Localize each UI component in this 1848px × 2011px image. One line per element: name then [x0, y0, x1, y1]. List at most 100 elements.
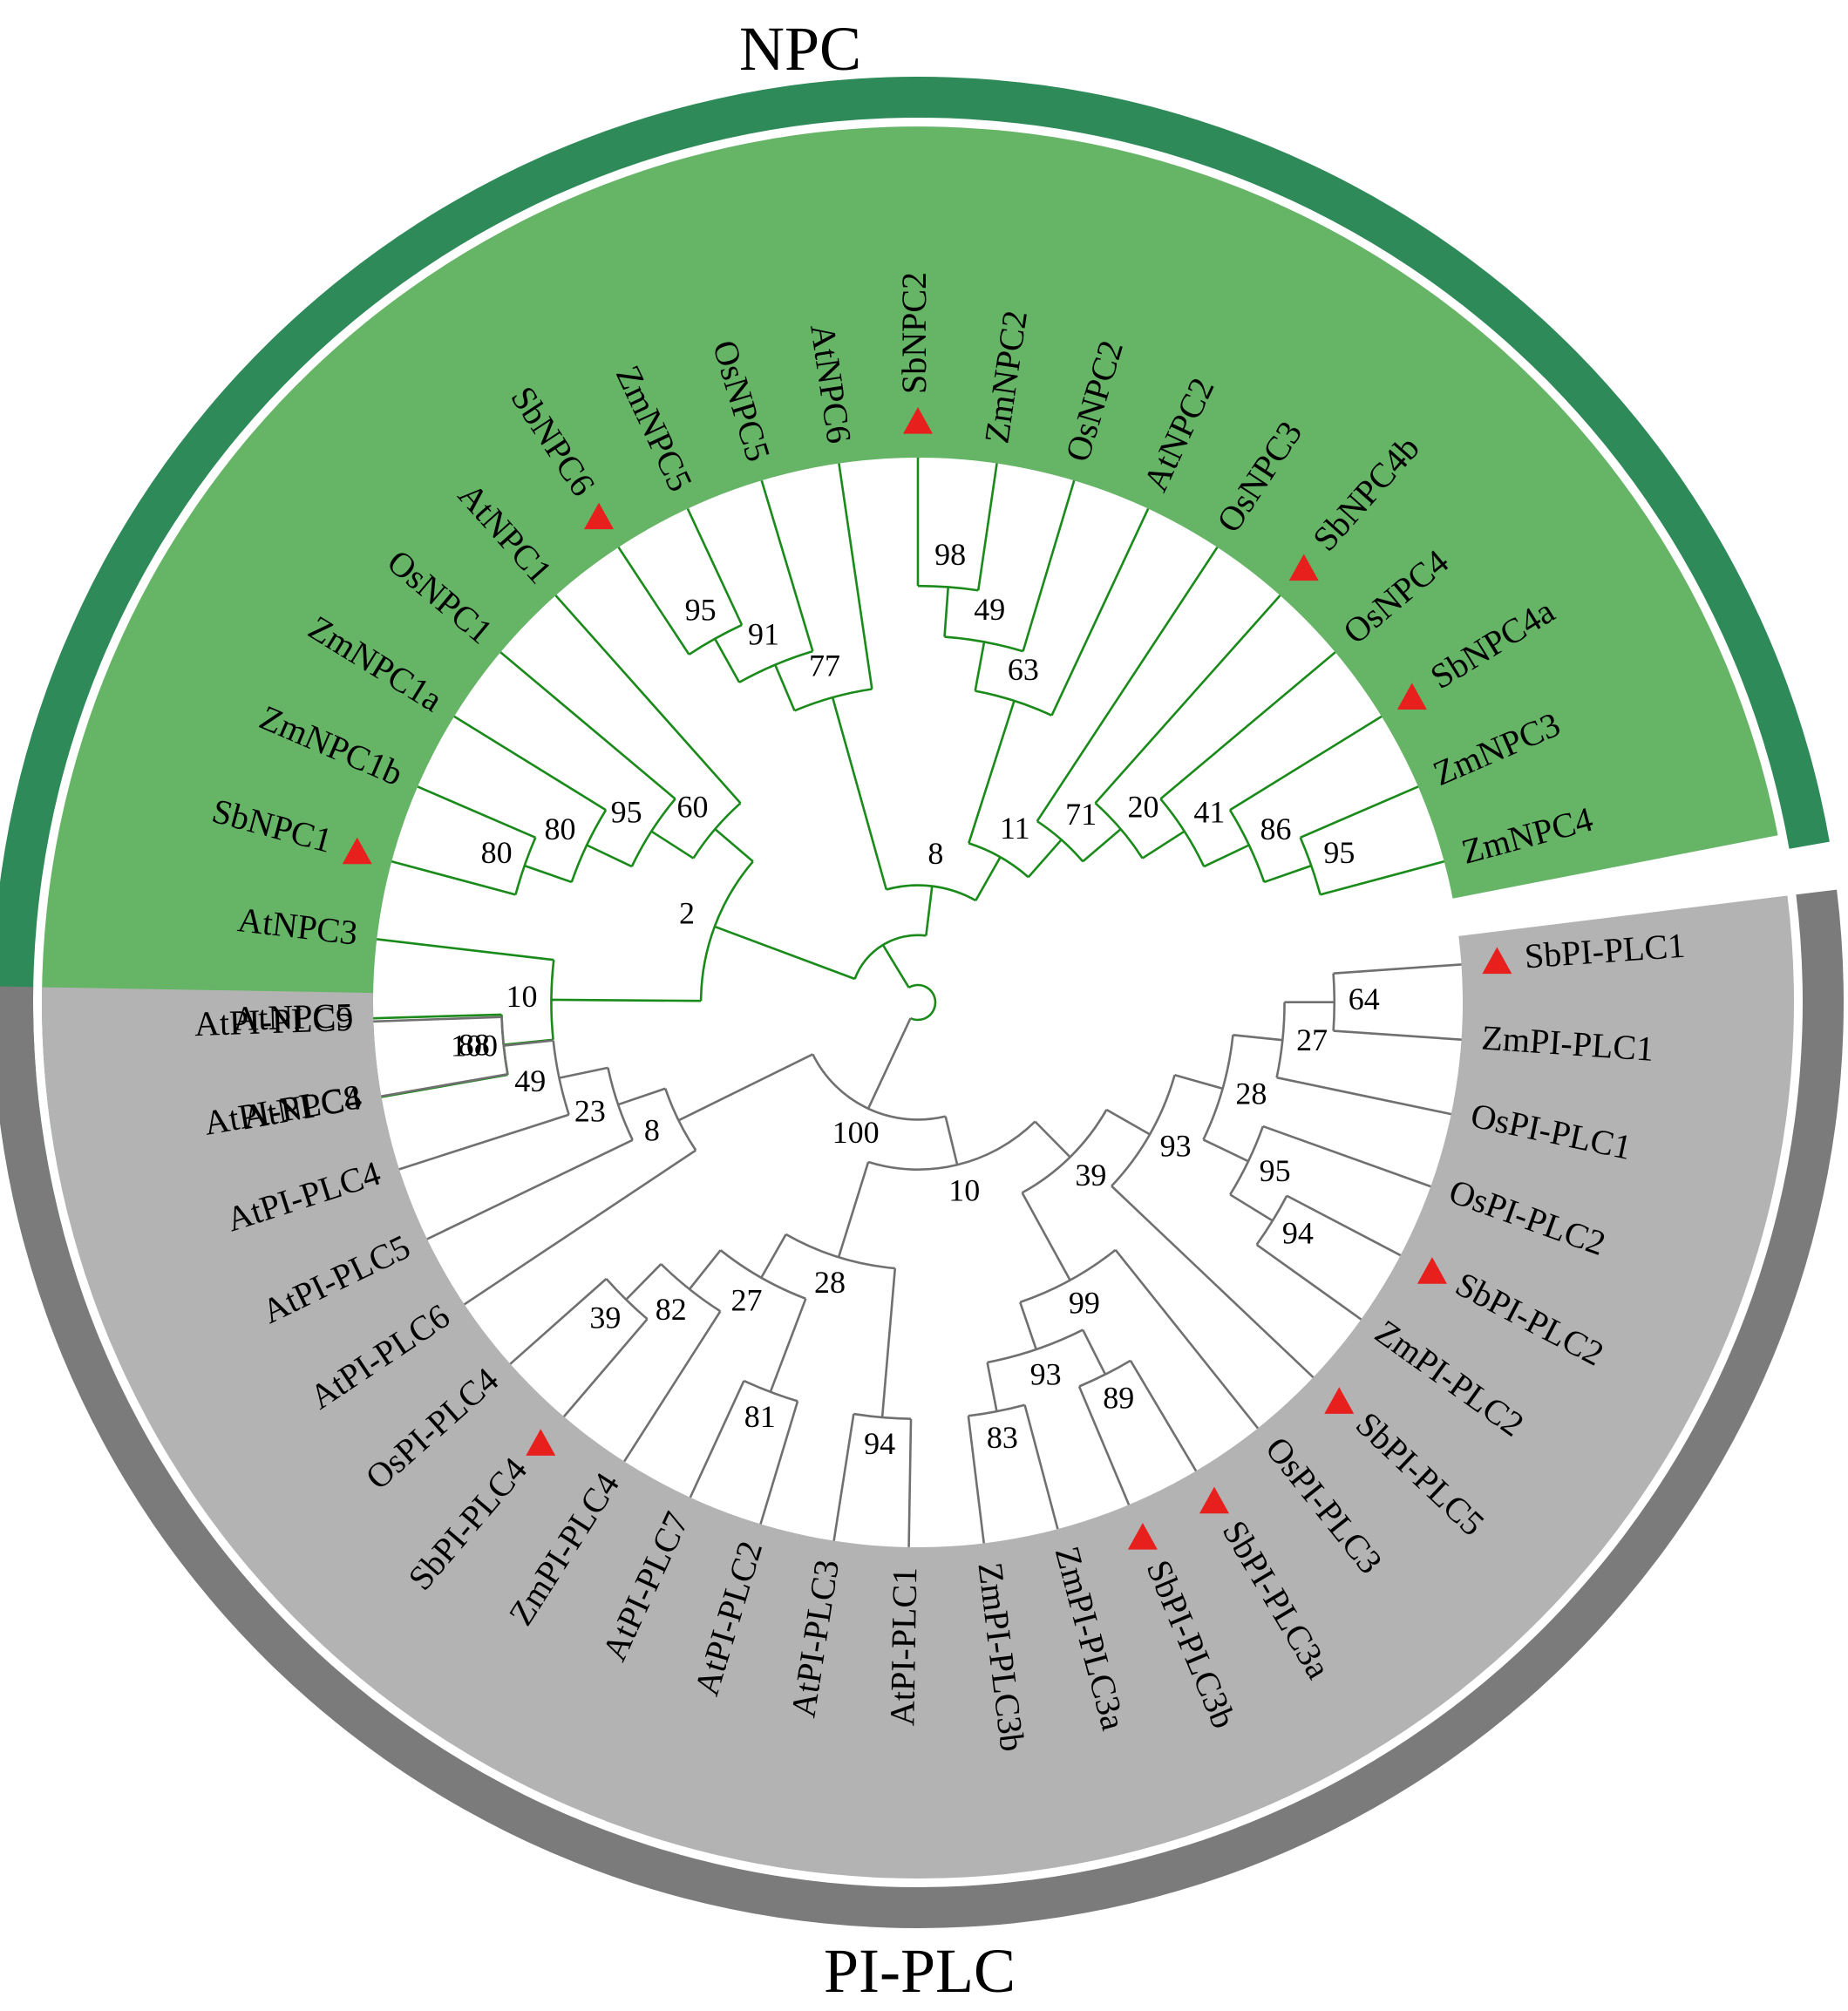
branch-line [715, 639, 739, 683]
bootstrap-value: 93 [1030, 1357, 1062, 1392]
branch-line [1264, 866, 1311, 882]
bootstrap-value: 80 [544, 812, 575, 846]
bootstrap-value: 91 [748, 617, 779, 652]
branch-line [1025, 1405, 1058, 1529]
branch-line [775, 665, 794, 711]
branch-line [1233, 1035, 1282, 1040]
bootstrap-value: 41 [1193, 795, 1225, 830]
branch-line [926, 887, 932, 936]
branch-line [1116, 1250, 1258, 1428]
branch-line [1334, 964, 1462, 973]
branch-line [500, 652, 675, 798]
branch-line [427, 1140, 633, 1240]
bootstrap-value: 11 [1000, 811, 1030, 846]
branch-line [587, 846, 632, 867]
branch-line [1029, 839, 1062, 877]
branch-line [1096, 595, 1281, 803]
branch-line [978, 464, 996, 591]
branch-line [975, 642, 984, 690]
bootstrap-value: 64 [1349, 982, 1380, 1016]
branch-line [1035, 1122, 1070, 1158]
bootstrap-value: 28 [814, 1265, 846, 1300]
branch-arc [1301, 838, 1321, 895]
branch-arc [909, 985, 935, 1020]
branch-line [1175, 1075, 1223, 1089]
bootstrap-value: 82 [656, 1292, 687, 1327]
bootstrap-value: 60 [676, 789, 708, 824]
branch-line [975, 857, 1000, 900]
branch-line [1052, 509, 1149, 716]
branch-line [381, 1074, 507, 1096]
bootstrap-value: 94 [1282, 1215, 1314, 1250]
bootstrap-value: 27 [1296, 1022, 1328, 1057]
branch-line [1037, 547, 1218, 821]
bootstrap-value: 28 [1235, 1076, 1267, 1111]
branch-line [1277, 1077, 1451, 1114]
branch-line [1143, 832, 1185, 859]
branch-line [839, 464, 872, 690]
branch-line [454, 717, 606, 810]
branch-line [525, 866, 572, 882]
bootstrap-value: 20 [1128, 789, 1159, 824]
bootstrap-value: 49 [974, 592, 1005, 627]
leaf-label: SbNPC2 [894, 272, 934, 394]
branch-line [1023, 1192, 1070, 1280]
branch-line [619, 547, 690, 655]
branch-line [1230, 717, 1382, 810]
branch-line [1131, 1361, 1196, 1471]
bootstrap-value: 8 [644, 1113, 660, 1148]
branch-line [771, 1299, 806, 1392]
branch-line [690, 1250, 721, 1289]
branch-line [839, 1162, 868, 1257]
bootstrap-value: 86 [1260, 812, 1292, 846]
branch-line [946, 1117, 957, 1165]
branch-line [618, 1089, 665, 1104]
bootstrap-value: 63 [1008, 652, 1039, 687]
branch-line [883, 945, 909, 988]
bootstrap-value: 94 [864, 1426, 895, 1461]
branch-line [988, 1362, 997, 1411]
branch-line [1023, 480, 1075, 651]
bootstrap-value: 83 [987, 1420, 1018, 1455]
branch-line [715, 927, 855, 979]
branch-line [1020, 1302, 1036, 1349]
branch-line [1257, 1245, 1362, 1320]
bootstrap-value: 10 [948, 1173, 980, 1208]
bootstrap-value: 23 [574, 1093, 606, 1128]
branch-line [832, 697, 887, 889]
branch-line [1106, 1110, 1150, 1134]
bootstrap-value: 100 [832, 1115, 880, 1150]
bootstrap-value: 93 [1160, 1128, 1192, 1163]
bootstrap-value: 71 [1065, 797, 1097, 832]
branch-line [882, 1268, 895, 1417]
branch-line [909, 1419, 911, 1547]
branch-line [834, 1414, 854, 1540]
bootstrap-value: 39 [1075, 1158, 1106, 1192]
bootstrap-value: 89 [1103, 1380, 1134, 1415]
branch-line [1334, 1031, 1462, 1040]
piplc-clade-title: PI-PLC [824, 1936, 1016, 2006]
branch-line [465, 1151, 696, 1305]
bootstrap-value: 100 [451, 1028, 498, 1063]
branch-line [377, 939, 554, 960]
bootstrap-value: 2 [679, 895, 695, 930]
branch-arc [516, 838, 536, 895]
branch-line [678, 1054, 812, 1120]
branch-line [418, 786, 535, 837]
bootstrap-value: 80 [481, 835, 513, 870]
branch-line [690, 1381, 744, 1498]
branch-line [399, 1115, 569, 1170]
bootstrap-value: 49 [514, 1063, 546, 1098]
branch-line [651, 832, 693, 859]
npc-clade-title: NPC [739, 14, 861, 84]
bootstrap-value: 39 [589, 1300, 621, 1335]
bootstrap-value: 95 [611, 795, 642, 830]
bootstrap-value: 8 [927, 836, 943, 871]
bootstrap-value: 95 [1323, 835, 1355, 870]
branch-line [761, 1234, 785, 1278]
branch-line [1083, 1330, 1105, 1375]
branch-line [551, 1000, 701, 1001]
branch-line [624, 1311, 720, 1461]
